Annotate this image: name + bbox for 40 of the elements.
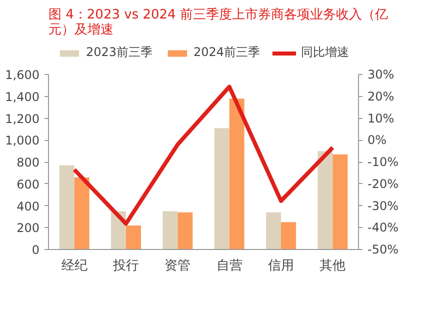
bar	[332, 154, 348, 250]
legend-label: 2024前三季	[194, 44, 260, 61]
y-tick-label: 600	[16, 177, 40, 192]
bar	[266, 212, 281, 250]
legend-label: 同比增速	[301, 44, 350, 61]
y2-tick-label: -10%	[368, 155, 399, 169]
y2-tick-label: -20%	[368, 176, 399, 191]
x-tick-label: 资管	[164, 258, 191, 274]
line-series	[72, 84, 335, 226]
y2-tick-label: 10%	[368, 111, 394, 126]
x-tick-label: 信用	[268, 258, 294, 274]
y2-tick-label: 0%	[368, 133, 387, 148]
x-tick-label: 其他	[320, 258, 346, 274]
y2-tick-label: -40%	[368, 220, 399, 235]
chart-title: 图 4：2023 vs 2024 前三季度上市券商各项业务收入（亿元）及增速	[48, 6, 388, 38]
x-tick-label: 经纪	[61, 258, 88, 274]
bar	[74, 177, 90, 250]
bar	[162, 211, 178, 250]
bar	[214, 128, 230, 250]
bar	[126, 225, 141, 250]
y-tick-label: 1,200	[5, 112, 40, 126]
bar	[281, 222, 296, 250]
y-tick-label: 800	[16, 156, 40, 170]
y-tick-label: 1,400	[5, 90, 40, 104]
y-tick-label: 1,600	[5, 68, 40, 82]
legend-label: 2023前三季	[86, 44, 152, 61]
bar	[318, 151, 333, 250]
x-tick-label: 投行	[112, 258, 139, 274]
y-tick-label: 200	[16, 221, 40, 236]
y2-tick-label: -30%	[368, 198, 399, 213]
y2-tick-label: 30%	[368, 68, 394, 82]
y2-tick-label: 20%	[368, 89, 394, 104]
bar	[229, 98, 244, 250]
y2-tick-label: -50%	[368, 242, 399, 256]
bar	[178, 212, 193, 250]
x-tick-label: 自营	[216, 258, 242, 274]
y-tick-label: 400	[16, 199, 40, 214]
y-tick-label: 0	[32, 243, 40, 257]
bar	[59, 165, 74, 250]
y-tick-label: 1,000	[5, 134, 40, 148]
